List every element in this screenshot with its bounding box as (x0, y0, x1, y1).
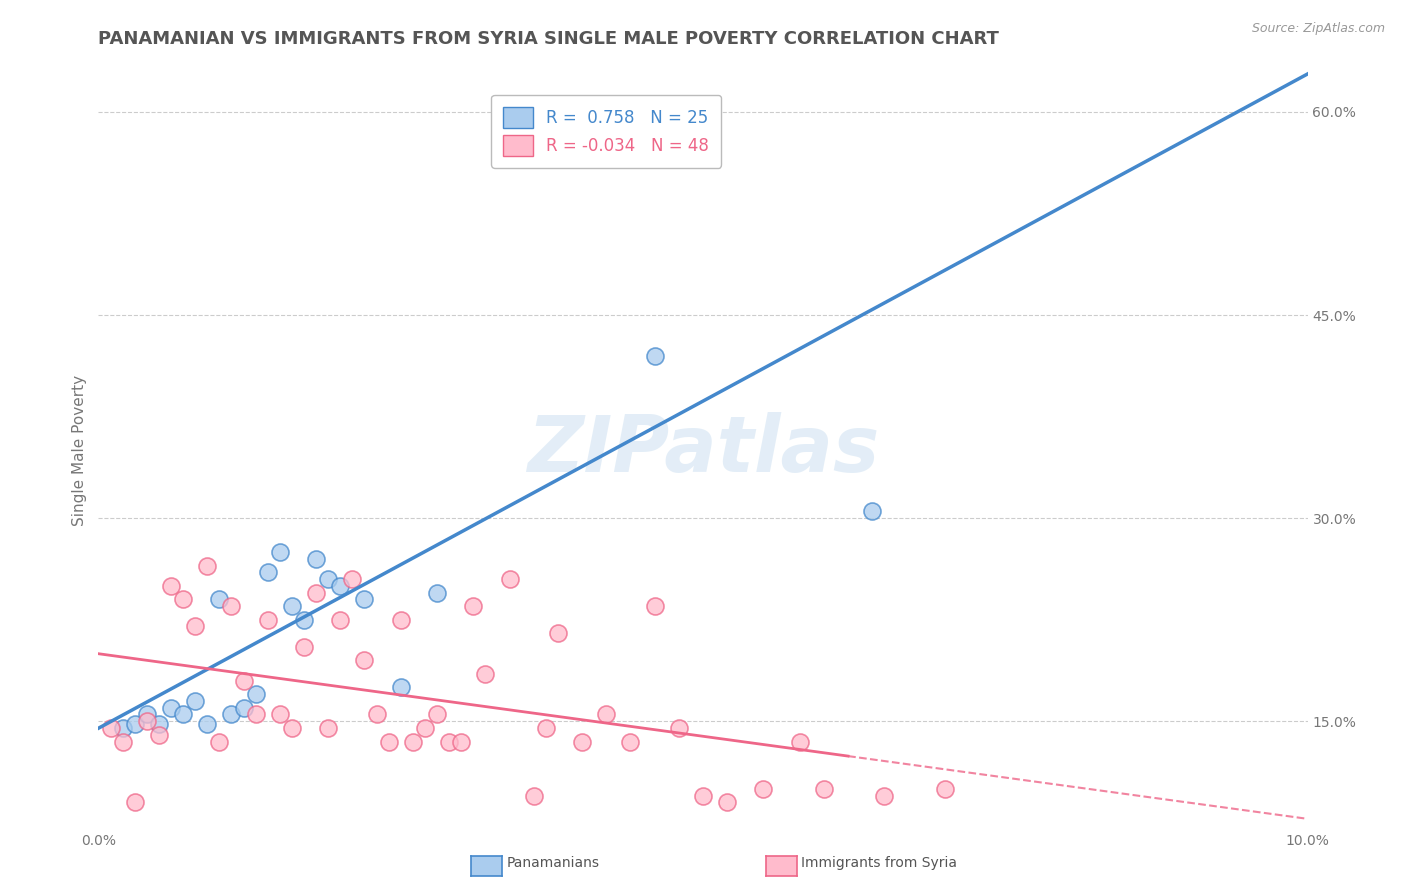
Point (195, 717, 218, 731)
Point (232, 700, 254, 714)
Point (644, 349, 666, 363)
Point (752, 781, 775, 796)
Point (668, 721, 690, 735)
Point (281, 599, 304, 614)
Point (124, 717, 146, 731)
Point (245, 707, 267, 722)
Y-axis label: Single Male Poverty: Single Male Poverty (72, 375, 87, 526)
Point (111, 721, 134, 735)
Text: PANAMANIAN VS IMMIGRANTS FROM SYRIA SINGLE MALE POVERTY CORRELATION CHART: PANAMANIAN VS IMMIGRANTS FROM SYRIA SING… (98, 29, 1000, 47)
Point (534, 721, 557, 735)
Point (329, 613, 352, 627)
Point (160, 579, 183, 593)
Point (135, 714, 157, 729)
Point (474, 666, 496, 681)
Point (873, 789, 896, 803)
Point (256, 613, 278, 627)
Point (934, 781, 956, 796)
Point (498, 572, 520, 586)
Point (135, 707, 157, 722)
Point (305, 585, 328, 599)
Text: ZIPatlas: ZIPatlas (527, 412, 879, 489)
Point (292, 613, 315, 627)
Point (269, 707, 291, 722)
Point (860, 504, 883, 518)
Point (716, 796, 738, 810)
Point (329, 579, 352, 593)
Point (377, 734, 399, 748)
Point (813, 781, 835, 796)
Point (148, 728, 170, 742)
Point (426, 707, 449, 722)
Point (160, 700, 183, 714)
Point (256, 566, 278, 580)
Point (463, 599, 485, 614)
Point (595, 707, 617, 722)
Point (437, 734, 460, 748)
Text: Immigrants from Syria: Immigrants from Syria (801, 855, 957, 870)
Point (353, 592, 375, 607)
Point (195, 558, 218, 573)
Point (232, 673, 254, 688)
Point (316, 721, 339, 735)
Point (269, 545, 291, 559)
Text: Panamanians: Panamanians (506, 855, 599, 870)
Point (316, 572, 339, 586)
Point (644, 599, 666, 614)
Point (450, 734, 472, 748)
Point (100, 721, 122, 735)
Point (245, 687, 267, 701)
Point (124, 796, 146, 810)
Point (305, 551, 328, 566)
Point (547, 626, 569, 640)
Point (148, 717, 170, 731)
Legend: R =  0.758   N = 25, R = -0.034   N = 48: R = 0.758 N = 25, R = -0.034 N = 48 (492, 95, 721, 168)
Point (426, 585, 449, 599)
Point (571, 734, 593, 748)
Point (342, 572, 364, 586)
Point (172, 707, 194, 722)
Point (523, 789, 546, 803)
Point (413, 721, 436, 735)
Point (184, 619, 207, 633)
Point (366, 707, 388, 722)
Point (208, 592, 231, 607)
Text: Source: ZipAtlas.com: Source: ZipAtlas.com (1251, 22, 1385, 36)
Point (789, 734, 811, 748)
Point (281, 721, 304, 735)
Point (111, 734, 134, 748)
Point (221, 707, 243, 722)
Point (619, 734, 641, 748)
Point (510, 119, 533, 133)
Point (172, 592, 194, 607)
Point (208, 734, 231, 748)
Point (292, 640, 315, 654)
Point (389, 681, 412, 695)
Point (402, 734, 425, 748)
Point (221, 599, 243, 614)
Point (184, 694, 207, 708)
Point (389, 613, 412, 627)
Point (353, 653, 375, 667)
Point (692, 789, 714, 803)
